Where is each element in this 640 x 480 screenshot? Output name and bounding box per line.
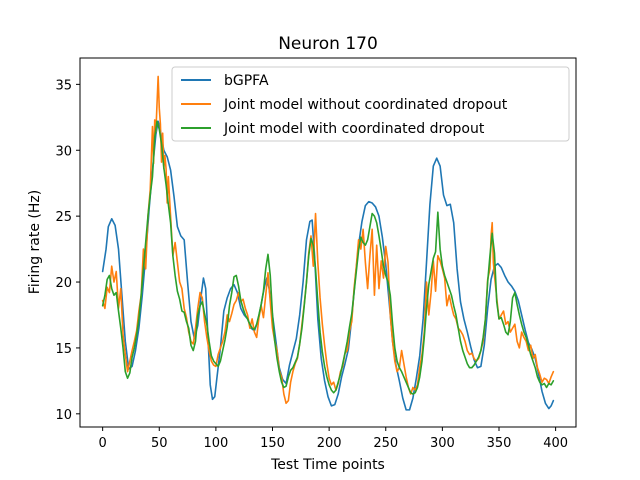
plot-area-frame	[79, 57, 577, 428]
y-axis: 10 15 20 25 30 35	[55, 78, 80, 423]
y-axis-label: Firing rate (Hz)	[27, 190, 43, 294]
x-tick-label: 50	[151, 436, 168, 451]
chart-title: Neuron 170	[278, 34, 378, 54]
x-tick-label: 350	[487, 436, 512, 451]
series-line-3	[101, 120, 555, 395]
legend-label-1: bGPFA	[224, 73, 269, 89]
x-tick-label: 400	[543, 436, 568, 451]
series-lines	[101, 75, 555, 411]
x-tick-label: 100	[203, 436, 228, 451]
x-tick-label: 150	[260, 436, 285, 451]
x-tick-label: 200	[317, 436, 342, 451]
legend-box	[171, 66, 570, 142]
y-tick-label: 15	[55, 342, 72, 357]
legend: bGPFA Joint model without coordinated dro…	[171, 66, 570, 142]
y-tick-label: 10	[55, 408, 72, 423]
x-tick-label: 250	[373, 436, 398, 451]
legend-label-3: Joint model with coordinated dropout	[223, 121, 485, 137]
x-tick-label: 300	[430, 436, 455, 451]
x-tick-label: 0	[99, 436, 107, 451]
series-line-1	[101, 120, 555, 411]
y-tick-label: 25	[55, 210, 72, 225]
legend-label-2: Joint model without coordinated dropout	[223, 97, 508, 113]
y-tick-label: 30	[55, 144, 72, 159]
x-axis: 0 50 100 150 200 250 300 350 400	[99, 427, 568, 451]
y-tick-label: 20	[55, 276, 72, 291]
x-axis-label: Test Time points	[270, 457, 385, 473]
y-tick-label: 35	[55, 78, 72, 93]
